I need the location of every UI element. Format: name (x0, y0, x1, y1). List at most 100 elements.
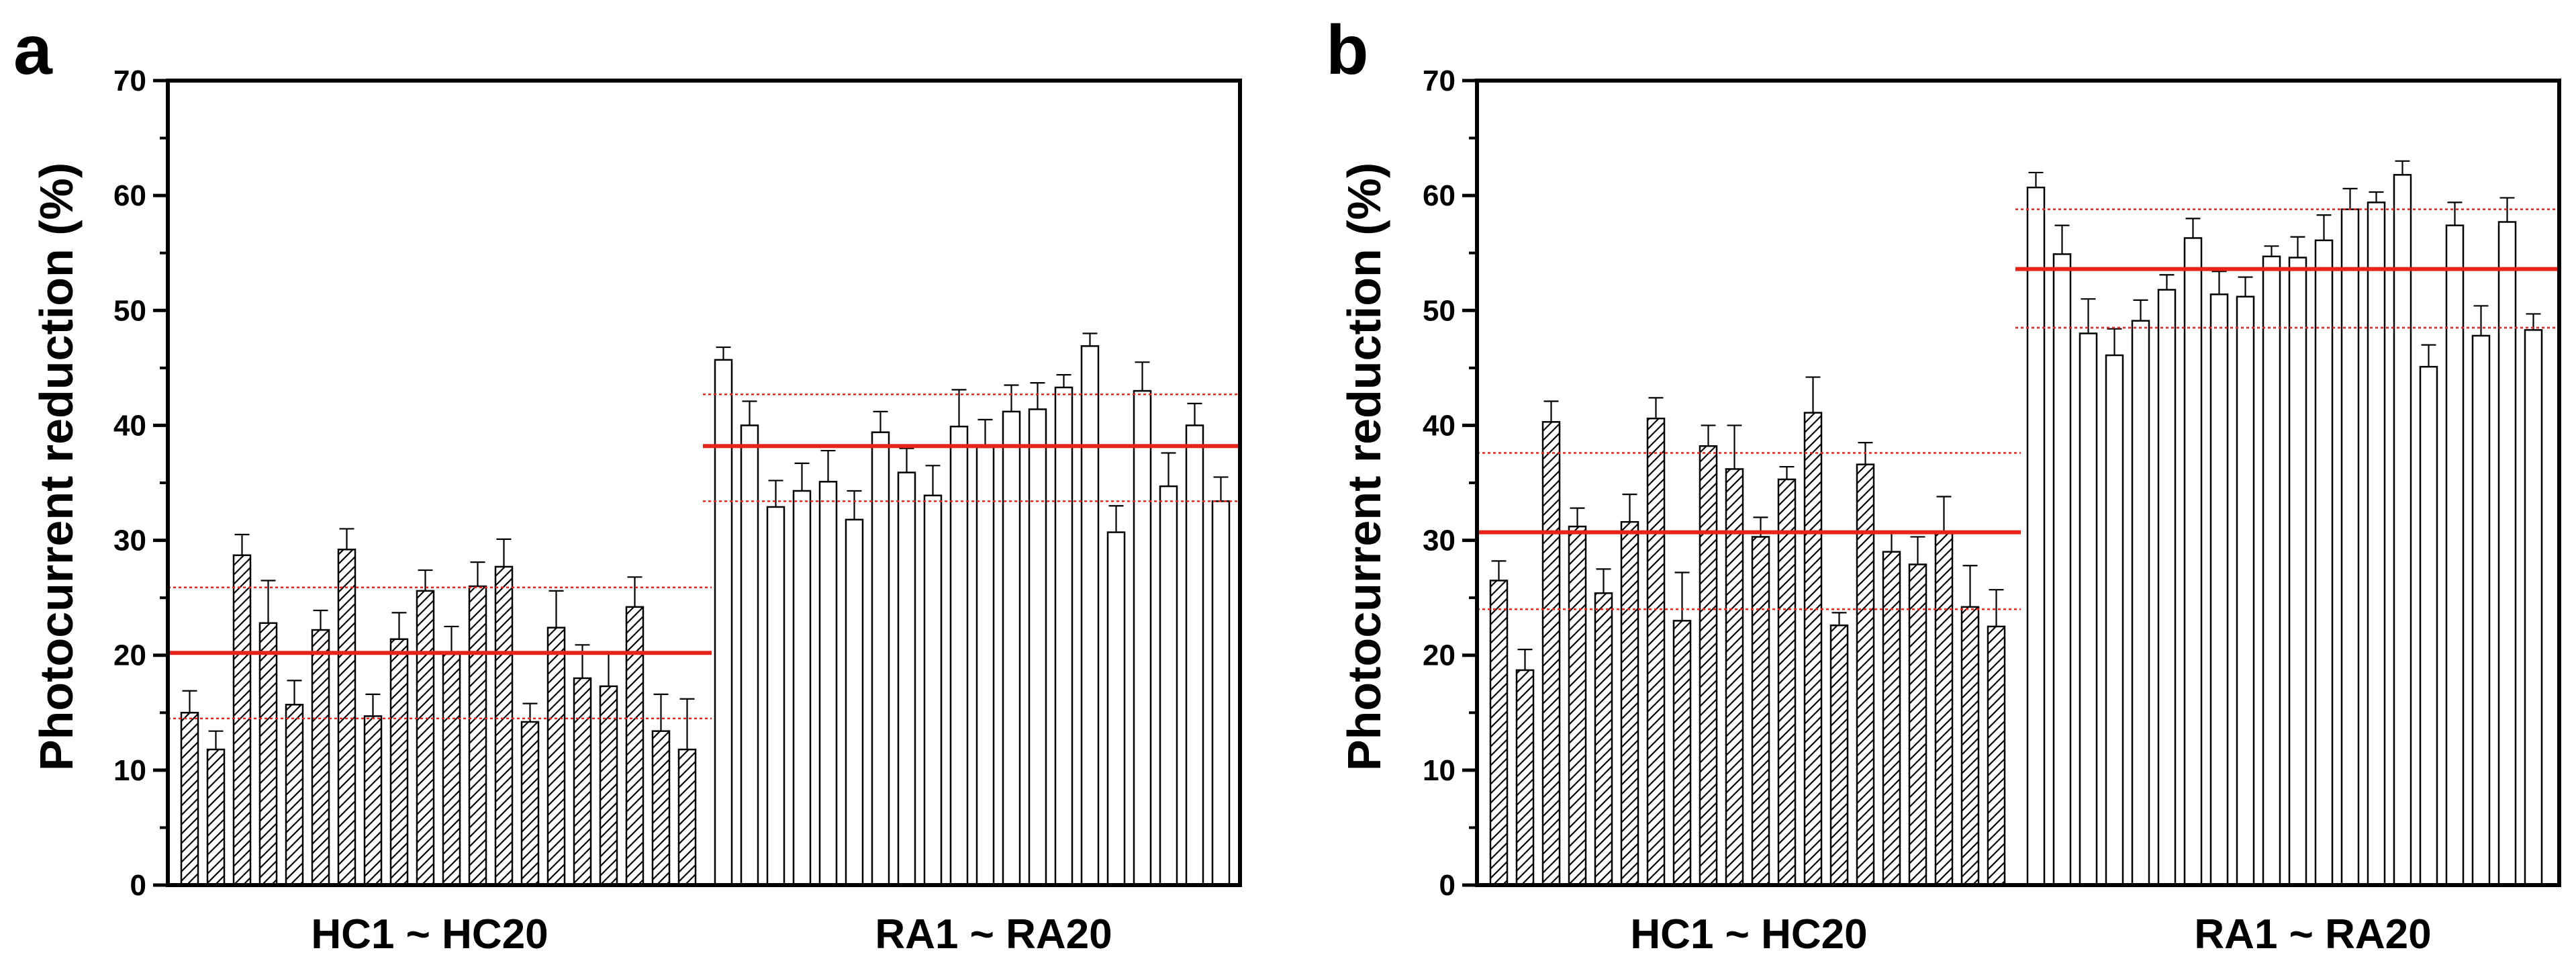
y-tick-label-b-60: 60 (1423, 179, 1456, 212)
error-bar-a-hc-15 (548, 590, 564, 628)
bar-b-hc-5 (1594, 592, 1613, 886)
error-bar-a-ra-17 (1135, 361, 1150, 392)
error-bar-a-hc-8 (365, 693, 381, 717)
bar-b-hc-4 (1568, 525, 1587, 886)
error-bar-a-hc-9 (391, 612, 407, 639)
bar-a-ra-17 (1133, 389, 1152, 886)
error-bar-a-hc-1 (182, 690, 197, 713)
y-tick-label-b-10: 10 (1423, 754, 1456, 787)
bar-b-ra-8 (2209, 293, 2229, 886)
bar-a-ra-11 (975, 446, 995, 886)
bar-a-ra-5 (818, 481, 838, 886)
bar-b-hc-17 (1908, 563, 1927, 886)
bars-layer-a (180, 332, 1231, 886)
error-bar-b-hc-12 (1779, 465, 1795, 479)
error-bar-a-ra-18 (1161, 452, 1176, 487)
bar-b-hc-7 (1646, 417, 1666, 886)
bar-b-hc-18 (1934, 533, 1954, 886)
bar-a-ra-14 (1054, 386, 1074, 886)
y-axis-title-a: Photocurrent reduction (%) (30, 163, 83, 771)
bar-a-ra-13 (1028, 408, 1047, 886)
bar-a-hc-10 (416, 590, 435, 886)
bar-a-hc-8 (363, 715, 383, 886)
bar-a-hc-18 (625, 606, 645, 886)
error-bar-a-ra-2 (742, 400, 757, 426)
error-bar-a-ra-12 (1004, 384, 1019, 412)
error-bar-b-hc-2 (1517, 649, 1533, 670)
y-axis-title-b: Photocurrent reduction (%) (1338, 163, 1390, 771)
bar-a-ra-19 (1185, 424, 1204, 886)
bar-b-ra-20 (2524, 329, 2543, 886)
bar-a-ra-8 (897, 471, 916, 886)
y-ticks-layer-a: 0 10 20 30 40 50 60 70 (113, 64, 168, 902)
error-bar-b-hc-17 (1910, 536, 1925, 565)
error-bar-a-ra-4 (794, 462, 810, 491)
bar-b-ra-11 (2288, 257, 2307, 886)
error-bar-a-ra-5 (820, 449, 836, 482)
group-label-a-hc: HC1 ~ HC20 (311, 911, 548, 958)
error-bar-a-ra-8 (899, 447, 914, 473)
bar-b-hc-19 (1960, 606, 1980, 886)
bar-a-ra-18 (1159, 485, 1178, 886)
group-label-b-hc: HC1 ~ HC20 (1630, 911, 1867, 958)
error-bar-b-ra-5 (2133, 299, 2148, 321)
bar-b-ra-7 (2183, 237, 2203, 886)
bar-a-ra-15 (1080, 345, 1100, 886)
error-bar-a-hc-17 (601, 652, 616, 686)
error-bar-a-hc-19 (653, 693, 669, 731)
y-tick-label-b-20: 20 (1423, 639, 1456, 672)
error-bar-a-hc-6 (313, 609, 328, 631)
error-bar-b-hc-19 (1962, 565, 1978, 607)
bar-b-ra-6 (2157, 289, 2177, 886)
error-bar-b-ra-19 (2499, 197, 2515, 222)
bar-b-hc-8 (1672, 620, 1692, 886)
bar-b-hc-1 (1489, 580, 1509, 886)
error-bar-b-ra-12 (2316, 214, 2332, 240)
bar-b-hc-12 (1777, 478, 1797, 886)
y-tick-label-a-40: 40 (113, 409, 146, 442)
panel-letter-b: b (1326, 11, 1369, 89)
bar-b-ra-15 (2393, 174, 2412, 886)
error-bar-b-hc-9 (1701, 424, 1716, 447)
error-bar-a-hc-2 (208, 730, 224, 750)
y-tick-label-b-30: 30 (1423, 524, 1456, 557)
bar-a-hc-7 (337, 549, 356, 886)
bar-b-ra-12 (2314, 239, 2334, 886)
error-bar-b-hc-8 (1674, 571, 1690, 621)
bar-a-ra-9 (923, 494, 943, 886)
error-bar-b-hc-13 (1805, 376, 1821, 413)
error-bar-b-hc-20 (1989, 589, 2004, 627)
error-bar-b-ra-15 (2395, 160, 2410, 175)
reference-lines-layer-a (168, 393, 1240, 720)
bars-layer-b (1489, 160, 2543, 886)
bar-a-hc-6 (311, 629, 330, 886)
error-bar-b-hc-6 (1622, 494, 1637, 522)
bar-a-ra-2 (740, 424, 759, 886)
error-bar-a-ra-1 (716, 346, 731, 360)
bar-b-ra-14 (2367, 201, 2386, 886)
bar-a-ra-12 (1002, 410, 1021, 886)
bar-b-ra-2 (2052, 253, 2072, 886)
error-bar-a-ra-10 (951, 389, 967, 427)
error-bar-b-ra-10 (2264, 245, 2279, 257)
panel-a-chart: a Photocurrent reduction (%) 0 10 20 30 40 50… (13, 11, 1242, 958)
error-bar-b-hc-14 (1831, 612, 1847, 626)
y-tick-label-a-10: 10 (113, 754, 146, 787)
bar-b-ra-4 (2105, 354, 2124, 886)
error-bar-b-ra-17 (2447, 201, 2463, 226)
bar-a-ra-3 (766, 506, 785, 886)
error-bar-a-hc-7 (339, 528, 354, 550)
bar-a-hc-16 (573, 677, 592, 886)
error-bar-b-hc-10 (1727, 424, 1742, 469)
error-bar-b-ra-11 (2290, 236, 2305, 258)
error-bar-a-hc-16 (575, 644, 590, 678)
error-bar-a-ra-3 (768, 479, 783, 507)
bar-a-hc-12 (468, 585, 487, 886)
error-bar-a-ra-6 (847, 490, 862, 520)
error-bar-a-ra-9 (925, 465, 941, 496)
error-bar-b-hc-1 (1491, 560, 1507, 581)
bar-a-hc-4 (258, 622, 278, 886)
bar-a-ra-4 (792, 490, 812, 886)
error-bar-a-ra-7 (873, 410, 888, 432)
